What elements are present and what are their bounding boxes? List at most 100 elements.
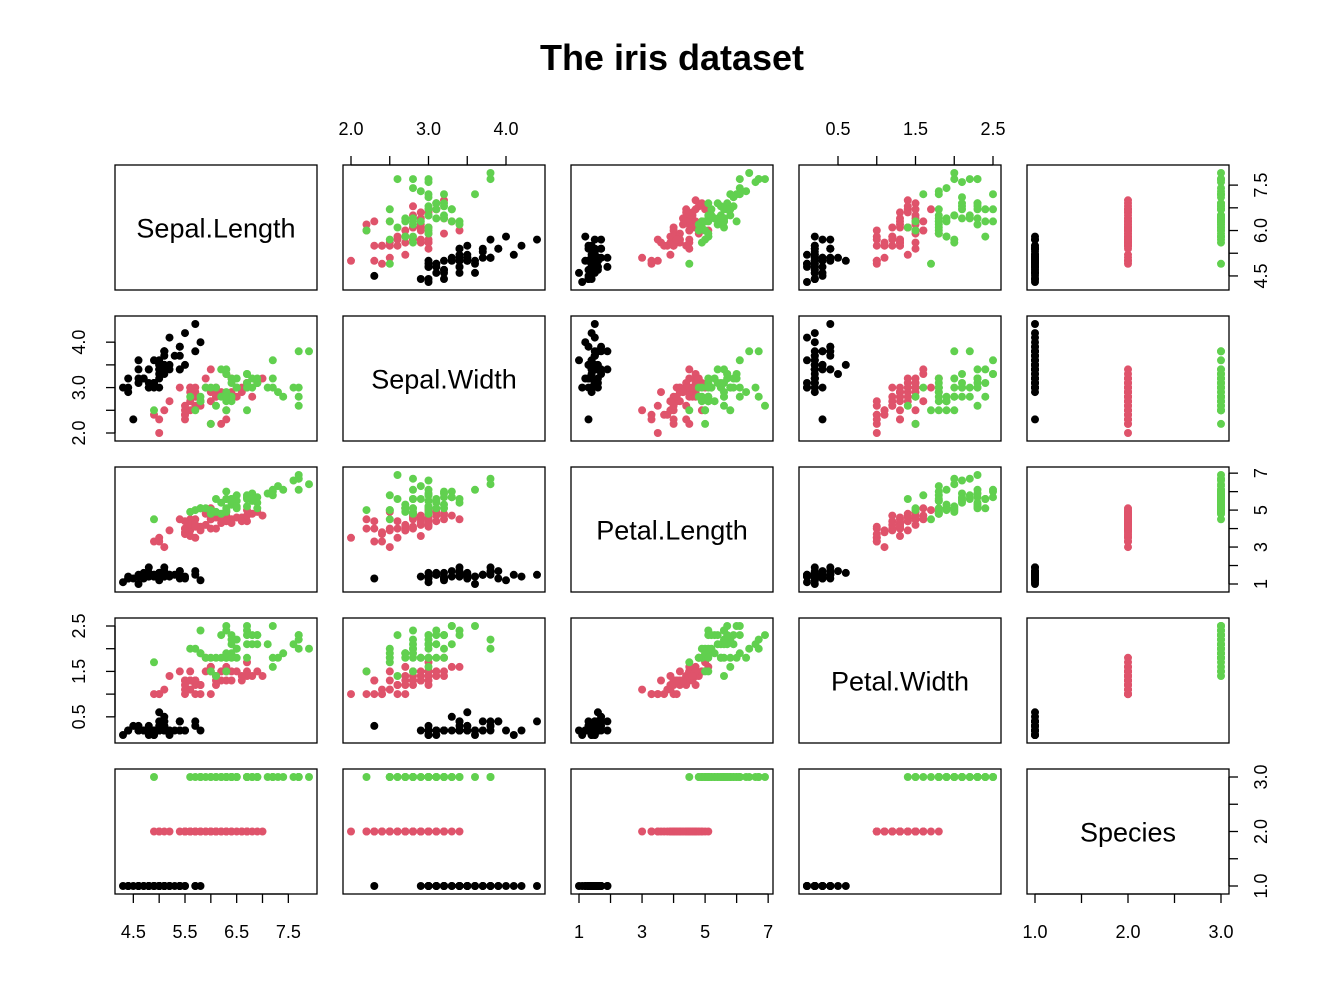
tick-label: 3.0 bbox=[1208, 922, 1233, 942]
point-virginica-7 bbox=[1217, 259, 1225, 268]
point-setosa-47 bbox=[486, 726, 495, 735]
point-virginica-32 bbox=[486, 773, 495, 781]
point-versicolor-33 bbox=[401, 526, 410, 535]
point-versicolor-41 bbox=[181, 681, 189, 689]
point-virginica-50 bbox=[934, 773, 943, 781]
point-setosa-23 bbox=[575, 356, 583, 365]
point-versicolor-15 bbox=[416, 532, 425, 540]
point-virginica-48 bbox=[950, 211, 959, 220]
point-setosa-44 bbox=[155, 708, 164, 717]
point-setosa-50 bbox=[155, 726, 164, 735]
point-versicolor-49 bbox=[880, 406, 889, 415]
panel-frame bbox=[570, 466, 774, 593]
point-setosa-20 bbox=[818, 347, 827, 356]
point-virginica-18 bbox=[965, 175, 974, 184]
point-versicolor-24 bbox=[691, 681, 700, 689]
point-virginica-50 bbox=[201, 773, 210, 781]
point-setosa-45 bbox=[826, 253, 835, 262]
point-setosa-46 bbox=[424, 882, 433, 890]
point-virginica-38 bbox=[432, 653, 441, 662]
point-setosa-17 bbox=[494, 574, 503, 583]
point-versicolor-50 bbox=[409, 522, 417, 531]
point-versicolor-42 bbox=[688, 672, 697, 680]
point-virginica-1 bbox=[222, 487, 231, 496]
point-setosa-50 bbox=[587, 256, 596, 265]
point-virginica-30 bbox=[1217, 190, 1225, 199]
point-setosa-49 bbox=[170, 726, 179, 735]
point-virginica-45 bbox=[989, 205, 997, 214]
point-setosa-34 bbox=[517, 241, 526, 250]
point-setosa-48 bbox=[440, 268, 448, 277]
point-virginica-31 bbox=[279, 485, 288, 494]
point-versicolor-28 bbox=[927, 827, 935, 836]
point-setosa-42 bbox=[370, 882, 379, 890]
point-virginica-50 bbox=[201, 653, 210, 662]
point-setosa-16 bbox=[533, 717, 541, 726]
point-virginica-45 bbox=[447, 773, 456, 781]
panel-species-vs-sepal-length bbox=[114, 768, 318, 895]
point-virginica-34 bbox=[409, 667, 417, 676]
point-setosa-44 bbox=[593, 708, 602, 717]
point-versicolor-50 bbox=[191, 522, 200, 531]
point-virginica-37 bbox=[222, 626, 231, 635]
point-virginica-7 bbox=[927, 406, 935, 415]
point-virginica-19 bbox=[761, 773, 769, 781]
point-virginica-42 bbox=[253, 504, 262, 513]
point-versicolor-7 bbox=[447, 511, 456, 520]
point-virginica-7 bbox=[685, 259, 694, 268]
point-virginica-32 bbox=[486, 480, 495, 489]
point-versicolor-46 bbox=[888, 235, 897, 244]
point-setosa-24 bbox=[447, 567, 456, 576]
point-virginica-11 bbox=[950, 374, 959, 383]
point-virginica-31 bbox=[279, 773, 288, 781]
point-versicolor-49 bbox=[160, 827, 169, 836]
point-virginica-49 bbox=[1217, 498, 1225, 507]
point-setosa-37 bbox=[1031, 241, 1039, 250]
point-versicolor-35 bbox=[911, 244, 920, 253]
point-versicolor-15 bbox=[896, 532, 904, 540]
point-virginica-44 bbox=[729, 631, 738, 640]
bottom-axis-petal-length: 1 3 5 7 bbox=[574, 893, 773, 942]
point-setosa-14 bbox=[803, 578, 811, 587]
point-virginica-50 bbox=[704, 383, 713, 392]
point-setosa-34 bbox=[181, 329, 189, 338]
point-virginica-48 bbox=[424, 644, 433, 653]
point-versicolor-37 bbox=[432, 667, 441, 676]
point-virginica-46 bbox=[1217, 205, 1225, 214]
point-setosa-7 bbox=[134, 365, 143, 374]
point-virginica-35 bbox=[720, 401, 728, 410]
point-virginica-50 bbox=[704, 653, 713, 662]
point-virginica-1 bbox=[447, 217, 456, 226]
point-setosa-42 bbox=[129, 415, 138, 424]
point-versicolor-40 bbox=[385, 524, 394, 533]
point-setosa-38 bbox=[150, 356, 158, 365]
point-setosa-37 bbox=[181, 882, 189, 890]
point-virginica-39 bbox=[694, 653, 703, 662]
point-versicolor-40 bbox=[896, 406, 904, 415]
point-setosa-50 bbox=[447, 256, 456, 265]
point-virginica-41 bbox=[432, 495, 441, 503]
point-versicolor-44 bbox=[370, 537, 379, 546]
point-setosa-38 bbox=[803, 882, 811, 890]
point-virginica-7 bbox=[685, 773, 694, 781]
point-virginica-40 bbox=[958, 773, 966, 781]
point-virginica-14 bbox=[191, 406, 200, 415]
point-virginica-36 bbox=[735, 175, 744, 184]
point-setosa-42 bbox=[1031, 415, 1039, 424]
point-virginica-22 bbox=[186, 507, 195, 516]
panel-petal-width-vs-petal-width: Petal.Width bbox=[798, 617, 1002, 744]
point-virginica-20 bbox=[701, 419, 710, 428]
point-versicolor-36 bbox=[919, 226, 928, 235]
point-versicolor-42 bbox=[424, 672, 433, 680]
point-versicolor-27 bbox=[903, 202, 912, 211]
point-versicolor-30 bbox=[191, 690, 200, 699]
point-setosa-34 bbox=[1031, 329, 1039, 338]
point-virginica-41 bbox=[720, 379, 728, 387]
point-versicolor-30 bbox=[393, 533, 402, 542]
point-setosa-14 bbox=[578, 278, 587, 286]
point-virginica-43 bbox=[704, 397, 713, 406]
point-virginica-22 bbox=[186, 392, 195, 401]
point-virginica-23 bbox=[754, 644, 763, 653]
point-virginica-34 bbox=[222, 667, 231, 676]
